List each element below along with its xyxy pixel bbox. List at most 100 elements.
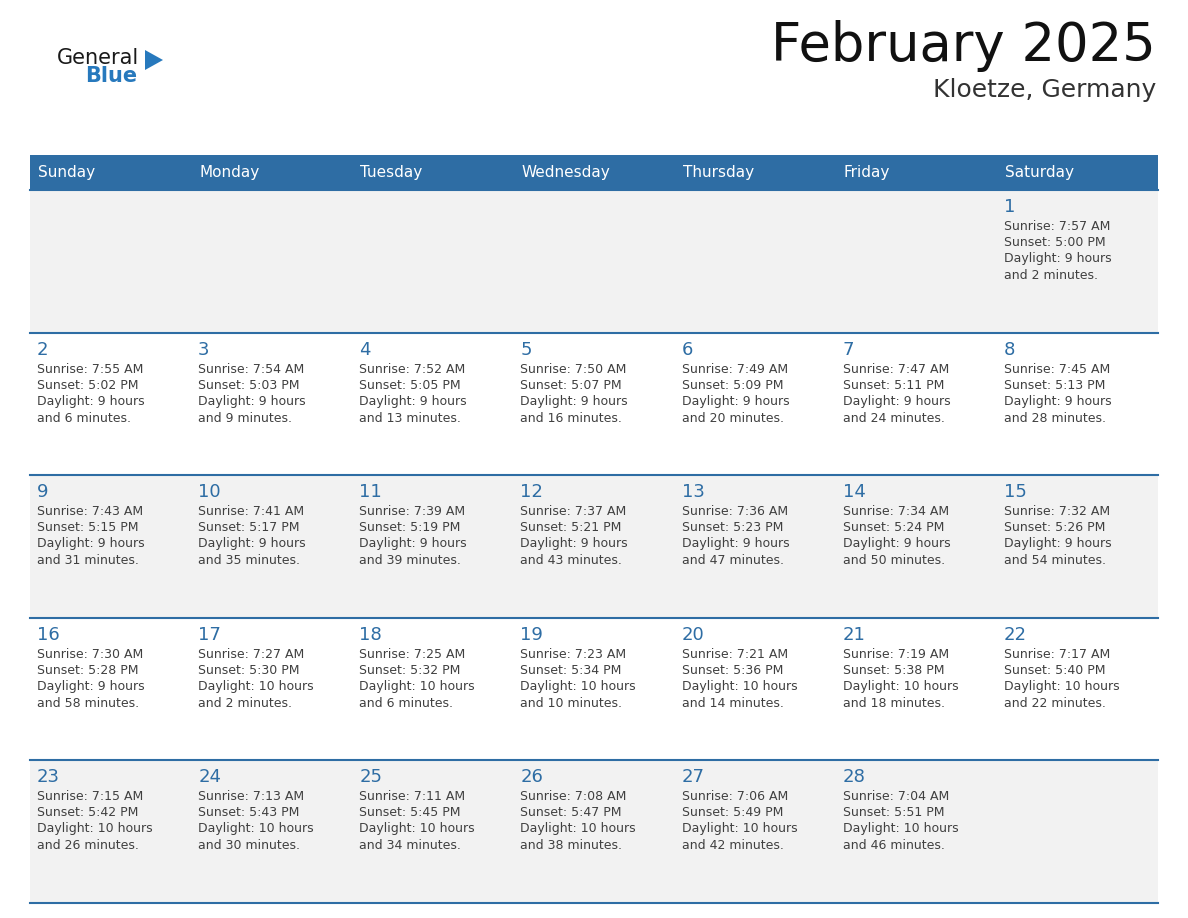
Bar (30, 760, 191, 903)
Text: Sunrise: 7:25 AM: Sunrise: 7:25 AM (359, 648, 466, 661)
Text: 9: 9 (37, 483, 49, 501)
Bar (513, 190, 675, 332)
Text: Daylight: 10 hours
and 30 minutes.: Daylight: 10 hours and 30 minutes. (198, 823, 314, 853)
Text: 1: 1 (1004, 198, 1016, 216)
Bar (835, 155, 997, 190)
Text: Sunset: 5:07 PM: Sunset: 5:07 PM (520, 378, 623, 392)
Text: Sunrise: 7:55 AM: Sunrise: 7:55 AM (37, 363, 144, 375)
Text: Daylight: 10 hours
and 46 minutes.: Daylight: 10 hours and 46 minutes. (842, 823, 959, 853)
Text: 6: 6 (682, 341, 693, 359)
Text: Sunset: 5:17 PM: Sunset: 5:17 PM (198, 521, 299, 534)
Text: 12: 12 (520, 483, 543, 501)
Bar (353, 618, 513, 760)
Text: Sunset: 5:21 PM: Sunset: 5:21 PM (520, 521, 621, 534)
Text: Friday: Friday (843, 165, 890, 180)
Bar (30, 332, 191, 476)
Text: 18: 18 (359, 626, 383, 644)
Bar (675, 476, 835, 618)
Text: Sunrise: 7:47 AM: Sunrise: 7:47 AM (842, 363, 949, 375)
Text: Daylight: 9 hours
and 35 minutes.: Daylight: 9 hours and 35 minutes. (198, 537, 305, 567)
Text: Sunrise: 7:49 AM: Sunrise: 7:49 AM (682, 363, 788, 375)
Text: 28: 28 (842, 768, 866, 787)
Text: 17: 17 (198, 626, 221, 644)
Polygon shape (145, 50, 163, 70)
Text: Blue: Blue (86, 66, 137, 86)
Text: Daylight: 9 hours
and 58 minutes.: Daylight: 9 hours and 58 minutes. (37, 680, 145, 710)
Bar (997, 476, 1158, 618)
Bar (30, 476, 191, 618)
Text: Sunrise: 7:32 AM: Sunrise: 7:32 AM (1004, 505, 1110, 518)
Text: Sunrise: 7:52 AM: Sunrise: 7:52 AM (359, 363, 466, 375)
Bar (353, 760, 513, 903)
Text: Sunset: 5:19 PM: Sunset: 5:19 PM (359, 521, 461, 534)
Text: Sunrise: 7:43 AM: Sunrise: 7:43 AM (37, 505, 143, 518)
Bar (835, 190, 997, 332)
Text: Sunrise: 7:06 AM: Sunrise: 7:06 AM (682, 790, 788, 803)
Text: 8: 8 (1004, 341, 1016, 359)
Text: Sunset: 5:51 PM: Sunset: 5:51 PM (842, 806, 944, 820)
Text: Daylight: 10 hours
and 14 minutes.: Daylight: 10 hours and 14 minutes. (682, 680, 797, 710)
Text: 15: 15 (1004, 483, 1026, 501)
Text: Sunrise: 7:37 AM: Sunrise: 7:37 AM (520, 505, 627, 518)
Text: Sunrise: 7:57 AM: Sunrise: 7:57 AM (1004, 220, 1111, 233)
Text: Sunrise: 7:04 AM: Sunrise: 7:04 AM (842, 790, 949, 803)
Bar (30, 190, 191, 332)
Text: Daylight: 10 hours
and 22 minutes.: Daylight: 10 hours and 22 minutes. (1004, 680, 1119, 710)
Bar (353, 190, 513, 332)
Text: Sunrise: 7:23 AM: Sunrise: 7:23 AM (520, 648, 626, 661)
Text: 11: 11 (359, 483, 383, 501)
Bar (513, 476, 675, 618)
Text: Sunset: 5:36 PM: Sunset: 5:36 PM (682, 664, 783, 677)
Text: Sunrise: 7:27 AM: Sunrise: 7:27 AM (198, 648, 304, 661)
Bar (835, 332, 997, 476)
Bar (191, 155, 353, 190)
Text: Daylight: 9 hours
and 13 minutes.: Daylight: 9 hours and 13 minutes. (359, 395, 467, 425)
Text: Daylight: 9 hours
and 50 minutes.: Daylight: 9 hours and 50 minutes. (842, 537, 950, 567)
Text: Sunset: 5:32 PM: Sunset: 5:32 PM (359, 664, 461, 677)
Text: Daylight: 9 hours
and 54 minutes.: Daylight: 9 hours and 54 minutes. (1004, 537, 1112, 567)
Text: Sunrise: 7:45 AM: Sunrise: 7:45 AM (1004, 363, 1110, 375)
Text: Sunset: 5:24 PM: Sunset: 5:24 PM (842, 521, 944, 534)
Text: Sunset: 5:26 PM: Sunset: 5:26 PM (1004, 521, 1105, 534)
Text: 7: 7 (842, 341, 854, 359)
Bar (997, 618, 1158, 760)
Text: Daylight: 9 hours
and 16 minutes.: Daylight: 9 hours and 16 minutes. (520, 395, 628, 425)
Bar (835, 476, 997, 618)
Text: Daylight: 10 hours
and 2 minutes.: Daylight: 10 hours and 2 minutes. (198, 680, 314, 710)
Text: Sunrise: 7:30 AM: Sunrise: 7:30 AM (37, 648, 144, 661)
Text: 13: 13 (682, 483, 704, 501)
Text: Thursday: Thursday (683, 165, 753, 180)
Bar (191, 476, 353, 618)
Text: Sunrise: 7:08 AM: Sunrise: 7:08 AM (520, 790, 627, 803)
Bar (997, 155, 1158, 190)
Bar (997, 760, 1158, 903)
Bar (675, 332, 835, 476)
Text: Daylight: 10 hours
and 42 minutes.: Daylight: 10 hours and 42 minutes. (682, 823, 797, 853)
Text: 24: 24 (198, 768, 221, 787)
Text: Sunset: 5:00 PM: Sunset: 5:00 PM (1004, 236, 1106, 249)
Text: Sunset: 5:28 PM: Sunset: 5:28 PM (37, 664, 139, 677)
Text: 21: 21 (842, 626, 866, 644)
Bar (513, 618, 675, 760)
Bar (835, 618, 997, 760)
Text: 23: 23 (37, 768, 61, 787)
Text: Sunset: 5:15 PM: Sunset: 5:15 PM (37, 521, 139, 534)
Text: 25: 25 (359, 768, 383, 787)
Text: Daylight: 9 hours
and 6 minutes.: Daylight: 9 hours and 6 minutes. (37, 395, 145, 425)
Text: Daylight: 9 hours
and 31 minutes.: Daylight: 9 hours and 31 minutes. (37, 537, 145, 567)
Text: Sunset: 5:30 PM: Sunset: 5:30 PM (198, 664, 299, 677)
Text: Sunset: 5:40 PM: Sunset: 5:40 PM (1004, 664, 1105, 677)
Bar (513, 332, 675, 476)
Text: Sunset: 5:03 PM: Sunset: 5:03 PM (198, 378, 299, 392)
Text: Daylight: 9 hours
and 20 minutes.: Daylight: 9 hours and 20 minutes. (682, 395, 789, 425)
Text: Sunset: 5:38 PM: Sunset: 5:38 PM (842, 664, 944, 677)
Bar (30, 618, 191, 760)
Text: Sunrise: 7:36 AM: Sunrise: 7:36 AM (682, 505, 788, 518)
Bar (353, 476, 513, 618)
Text: Daylight: 10 hours
and 26 minutes.: Daylight: 10 hours and 26 minutes. (37, 823, 152, 853)
Text: 2: 2 (37, 341, 49, 359)
Text: Kloetze, Germany: Kloetze, Germany (933, 78, 1156, 102)
Text: 10: 10 (198, 483, 221, 501)
Text: Wednesday: Wednesday (522, 165, 611, 180)
Text: Tuesday: Tuesday (360, 165, 423, 180)
